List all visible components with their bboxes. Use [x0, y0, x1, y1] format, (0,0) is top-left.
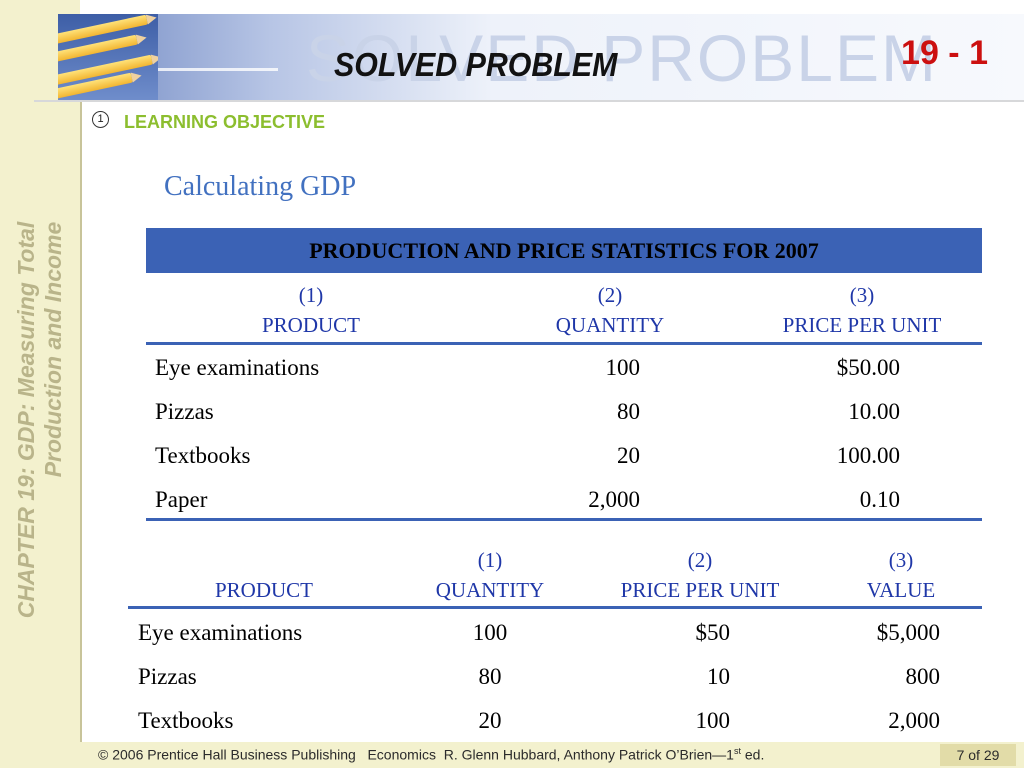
column-label: QUANTITY	[435, 578, 545, 602]
footer-credits: © 2006 Prentice Hall Business Publishing…	[98, 746, 764, 763]
footer-edition: ed.	[741, 746, 765, 763]
product-cell: Pizzas	[138, 664, 197, 689]
product-cell: Pizzas	[155, 399, 214, 424]
price-cell: $50.00	[836, 355, 900, 380]
header-watermark: SOLVED PROBLEM	[306, 21, 938, 95]
table-bottom-rule	[146, 518, 982, 521]
price-cell: 10	[707, 664, 730, 689]
quantity-cell: 100	[472, 620, 508, 645]
slide-footer	[0, 742, 1024, 768]
learning-objective-number: 1	[92, 111, 109, 128]
column-header-quantity: (1) QUANTITY	[405, 545, 575, 605]
price-cell: 10.00	[848, 399, 900, 424]
price-cell: 100.00	[836, 443, 900, 468]
product-cell: Textbooks	[155, 443, 251, 468]
product-cell: Eye examinations	[155, 355, 320, 380]
column-number: (1)	[298, 283, 324, 307]
sidebar-divider	[80, 100, 82, 768]
column-label: QUANTITY	[555, 313, 665, 337]
column-label: VALUE	[866, 578, 936, 602]
column-label: PRICE PER UNIT	[620, 578, 780, 602]
header-rule	[128, 606, 982, 609]
table-title: PRODUCTION AND PRICE STATISTICS FOR 2007	[146, 228, 982, 273]
footer-copyright: © 2006 Prentice Hall Business Publishing	[98, 746, 356, 763]
price-cell: $50	[695, 620, 731, 645]
value-cell: 2,000	[888, 708, 940, 733]
footer-book: Economics	[367, 746, 436, 763]
column-number: (3)	[849, 283, 875, 307]
quantity-cell: 80	[617, 399, 640, 424]
quantity-cell: 80	[478, 664, 502, 689]
price-cell: 0.10	[859, 487, 900, 512]
chapter-title-line-2: Production and Income	[40, 221, 66, 478]
quantity-cell: 20	[617, 443, 640, 468]
chapter-sidebar	[0, 0, 80, 768]
column-header-quantity: (2) QUANTITY	[510, 280, 710, 340]
header-accent-line	[158, 68, 278, 71]
learning-objective-label: LEARNING OBJECTIVE	[124, 112, 326, 132]
header-rule	[146, 342, 982, 345]
column-header-product: PRODUCT	[164, 575, 364, 605]
column-number: (1)	[477, 548, 503, 572]
column-label: PRODUCT	[261, 313, 361, 337]
value-cell: $5,000	[876, 620, 940, 645]
column-number: (3)	[888, 548, 914, 572]
page-title: Calculating GDP	[164, 171, 357, 202]
column-label: PRODUCT	[214, 578, 314, 602]
column-header-price: (3) PRICE PER UNIT	[742, 280, 982, 340]
footer-authors: R. Glenn Hubbard, Anthony Patrick O’Brie…	[443, 746, 734, 763]
footer-edition-sup: st	[733, 746, 741, 756]
quantity-cell: 2,000	[588, 487, 640, 512]
product-cell: Textbooks	[138, 708, 234, 733]
solved-problem-title: SOLVED PROBLEM	[334, 46, 618, 83]
header-divider	[34, 100, 1024, 102]
problem-number: 19 - 1	[901, 34, 988, 72]
page-number: 7 of 29	[940, 744, 1016, 766]
column-number: (2)	[597, 283, 623, 307]
column-header-price: (2) PRICE PER UNIT	[590, 545, 810, 605]
product-cell: Eye examinations	[138, 620, 303, 645]
slide-header: SOLVED PROBLEM SOLVED PROBLEM 19 - 1	[58, 14, 1024, 100]
pencils-image	[58, 14, 158, 100]
quantity-cell: 100	[605, 355, 641, 380]
quantity-cell: 20	[478, 708, 502, 733]
product-cell: Paper	[155, 487, 208, 512]
column-number: (2)	[687, 548, 713, 572]
value-cell: 800	[905, 664, 941, 689]
column-header-product: (1) PRODUCT	[211, 280, 411, 340]
column-header-value: (3) VALUE	[841, 545, 961, 605]
price-cell: 100	[695, 708, 731, 733]
column-label: PRICE PER UNIT	[782, 313, 942, 337]
chapter-title-line-1: CHAPTER 19: GDP: Measuring Total	[13, 221, 39, 619]
